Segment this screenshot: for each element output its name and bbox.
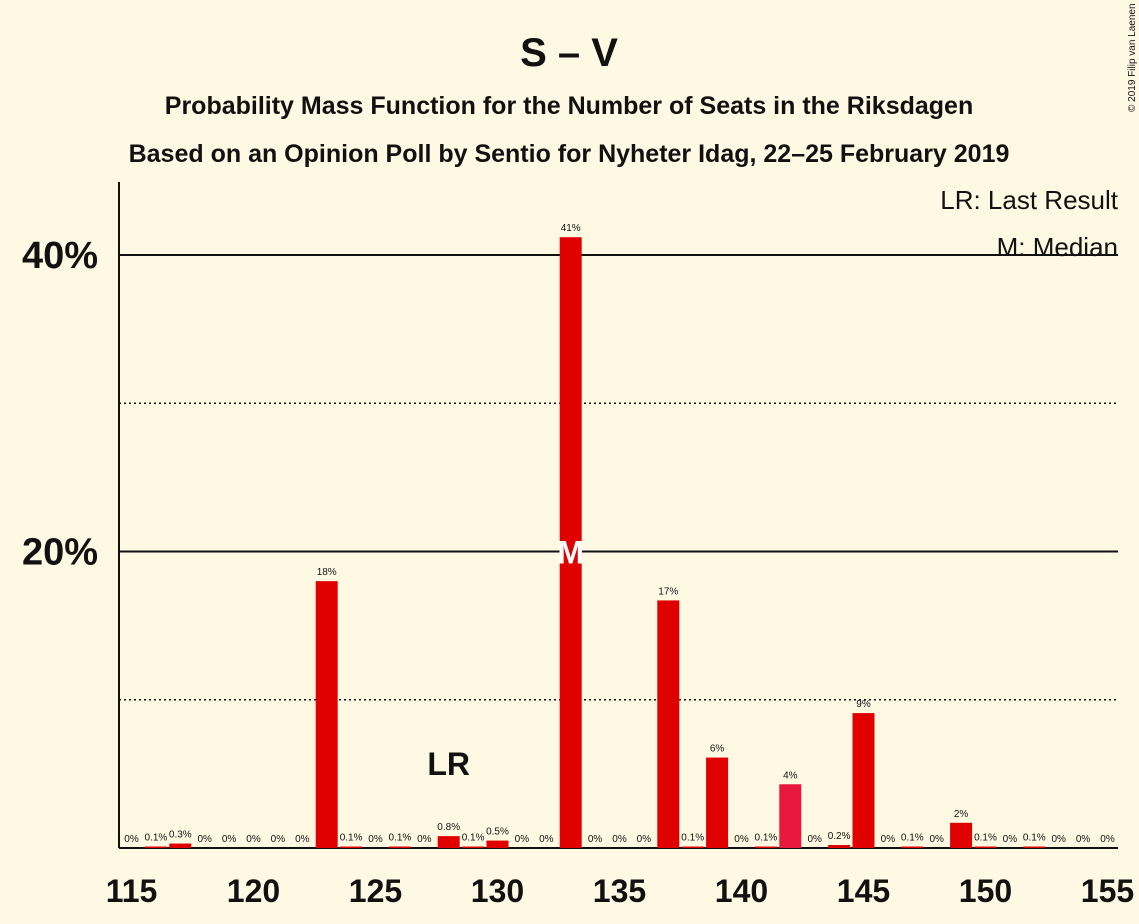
chart-subtitle-1: Probability Mass Function for the Number…: [165, 92, 973, 120]
bar-144: [828, 845, 851, 848]
data-label-142: 4%: [783, 770, 798, 781]
gridlines: [119, 254, 1118, 701]
bar-126: [388, 846, 411, 848]
x-tick-label-130: 130: [471, 873, 524, 909]
data-label-133: 41%: [561, 223, 581, 234]
bar-147: [901, 846, 924, 848]
data-label-146: 0%: [881, 834, 896, 845]
data-labels: 0% 0.1% 0.3% 0% 0% 0% 0% 0%18%0.1% 0% 0.1% 0%0.8%0…: [124, 223, 1115, 845]
x-tick-label-125: 125: [349, 873, 402, 909]
data-label-134: 0%: [588, 834, 603, 845]
data-label-120: 0%: [246, 834, 261, 845]
data-label-121: 0%: [271, 834, 286, 845]
data-label-116: 0.1%: [145, 833, 168, 844]
data-label-155: 0%: [1100, 834, 1115, 845]
data-label-151: 0%: [1003, 834, 1018, 845]
median-marker: M: [557, 535, 584, 571]
data-label-148: 0%: [929, 834, 944, 845]
x-tick-label-140: 140: [715, 873, 768, 909]
data-label-153: 0%: [1051, 834, 1066, 845]
data-label-143: 0%: [807, 834, 822, 845]
bar-150: [974, 846, 997, 848]
x-tick-label-120: 120: [227, 873, 280, 909]
bar-142: [779, 784, 802, 848]
bar-137: [657, 600, 680, 848]
data-label-118: 0%: [197, 834, 212, 845]
data-label-154: 0%: [1076, 834, 1091, 845]
tick-labels: 20% 40% 115 120 125 130 135 140 145 150 155: [22, 235, 1134, 909]
bar-123: [315, 581, 338, 848]
bar-139: [706, 757, 729, 848]
bar-128: [437, 836, 460, 848]
data-label-124: 0.1%: [340, 833, 363, 844]
data-label-139: 6%: [710, 744, 725, 755]
data-label-136: 0%: [637, 834, 652, 845]
legend-median: M: Median: [997, 232, 1118, 262]
bar-124: [340, 846, 363, 848]
x-tick-label-155: 155: [1081, 873, 1134, 909]
bar-145: [852, 713, 875, 848]
data-label-128: 0.8%: [437, 822, 460, 833]
x-tick-label-145: 145: [837, 873, 890, 909]
last-result-marker: LR: [427, 746, 470, 782]
data-label-152: 0.1%: [1023, 833, 1046, 844]
data-label-141: 0.1%: [755, 833, 778, 844]
axes: [118, 182, 1118, 849]
bar-129: [462, 846, 485, 848]
data-label-127: 0%: [417, 834, 432, 845]
data-label-140: 0%: [734, 834, 749, 845]
y-tick-label-40: 40%: [22, 235, 98, 277]
data-label-137: 17%: [658, 586, 678, 597]
data-label-115: 0%: [124, 834, 139, 845]
y-tick-label-20: 20%: [22, 532, 98, 574]
bar-117: [169, 843, 192, 848]
data-label-123: 18%: [317, 567, 337, 578]
bar-141: [754, 846, 777, 848]
data-label-117: 0.3%: [169, 830, 192, 841]
chart-subtitle-2: Based on an Opinion Poll by Sentio for N…: [129, 140, 1010, 168]
bar-133: [559, 237, 582, 848]
x-tick-label-135: 135: [593, 873, 646, 909]
x-tick-label-150: 150: [959, 873, 1012, 909]
data-label-130: 0.5%: [486, 827, 509, 838]
data-label-132: 0%: [539, 834, 554, 845]
data-label-129: 0.1%: [462, 833, 485, 844]
bars: [144, 237, 1046, 848]
data-label-135: 0%: [612, 834, 627, 845]
bar-116: [144, 846, 167, 848]
data-label-149: 2%: [954, 809, 969, 820]
data-label-125: 0%: [368, 834, 383, 845]
data-label-147: 0.1%: [901, 833, 924, 844]
data-label-144: 0.2%: [828, 831, 851, 842]
data-label-126: 0.1%: [389, 833, 412, 844]
data-label-131: 0%: [515, 834, 530, 845]
data-label-122: 0%: [295, 834, 310, 845]
data-label-145: 9%: [856, 699, 871, 710]
legend-last-result: LR: Last Result: [940, 185, 1119, 215]
data-label-119: 0%: [222, 834, 237, 845]
bar-130: [486, 840, 509, 848]
bar-138: [681, 846, 704, 848]
x-tick-label-115: 115: [106, 873, 158, 909]
bar-152: [1023, 846, 1046, 848]
copyright-notice: © 2019 Filip van Laenen: [1127, 3, 1138, 112]
bar-149: [950, 822, 973, 848]
data-label-150: 0.1%: [974, 833, 997, 844]
data-label-138: 0.1%: [681, 833, 704, 844]
chart-title: S – V: [520, 31, 618, 75]
